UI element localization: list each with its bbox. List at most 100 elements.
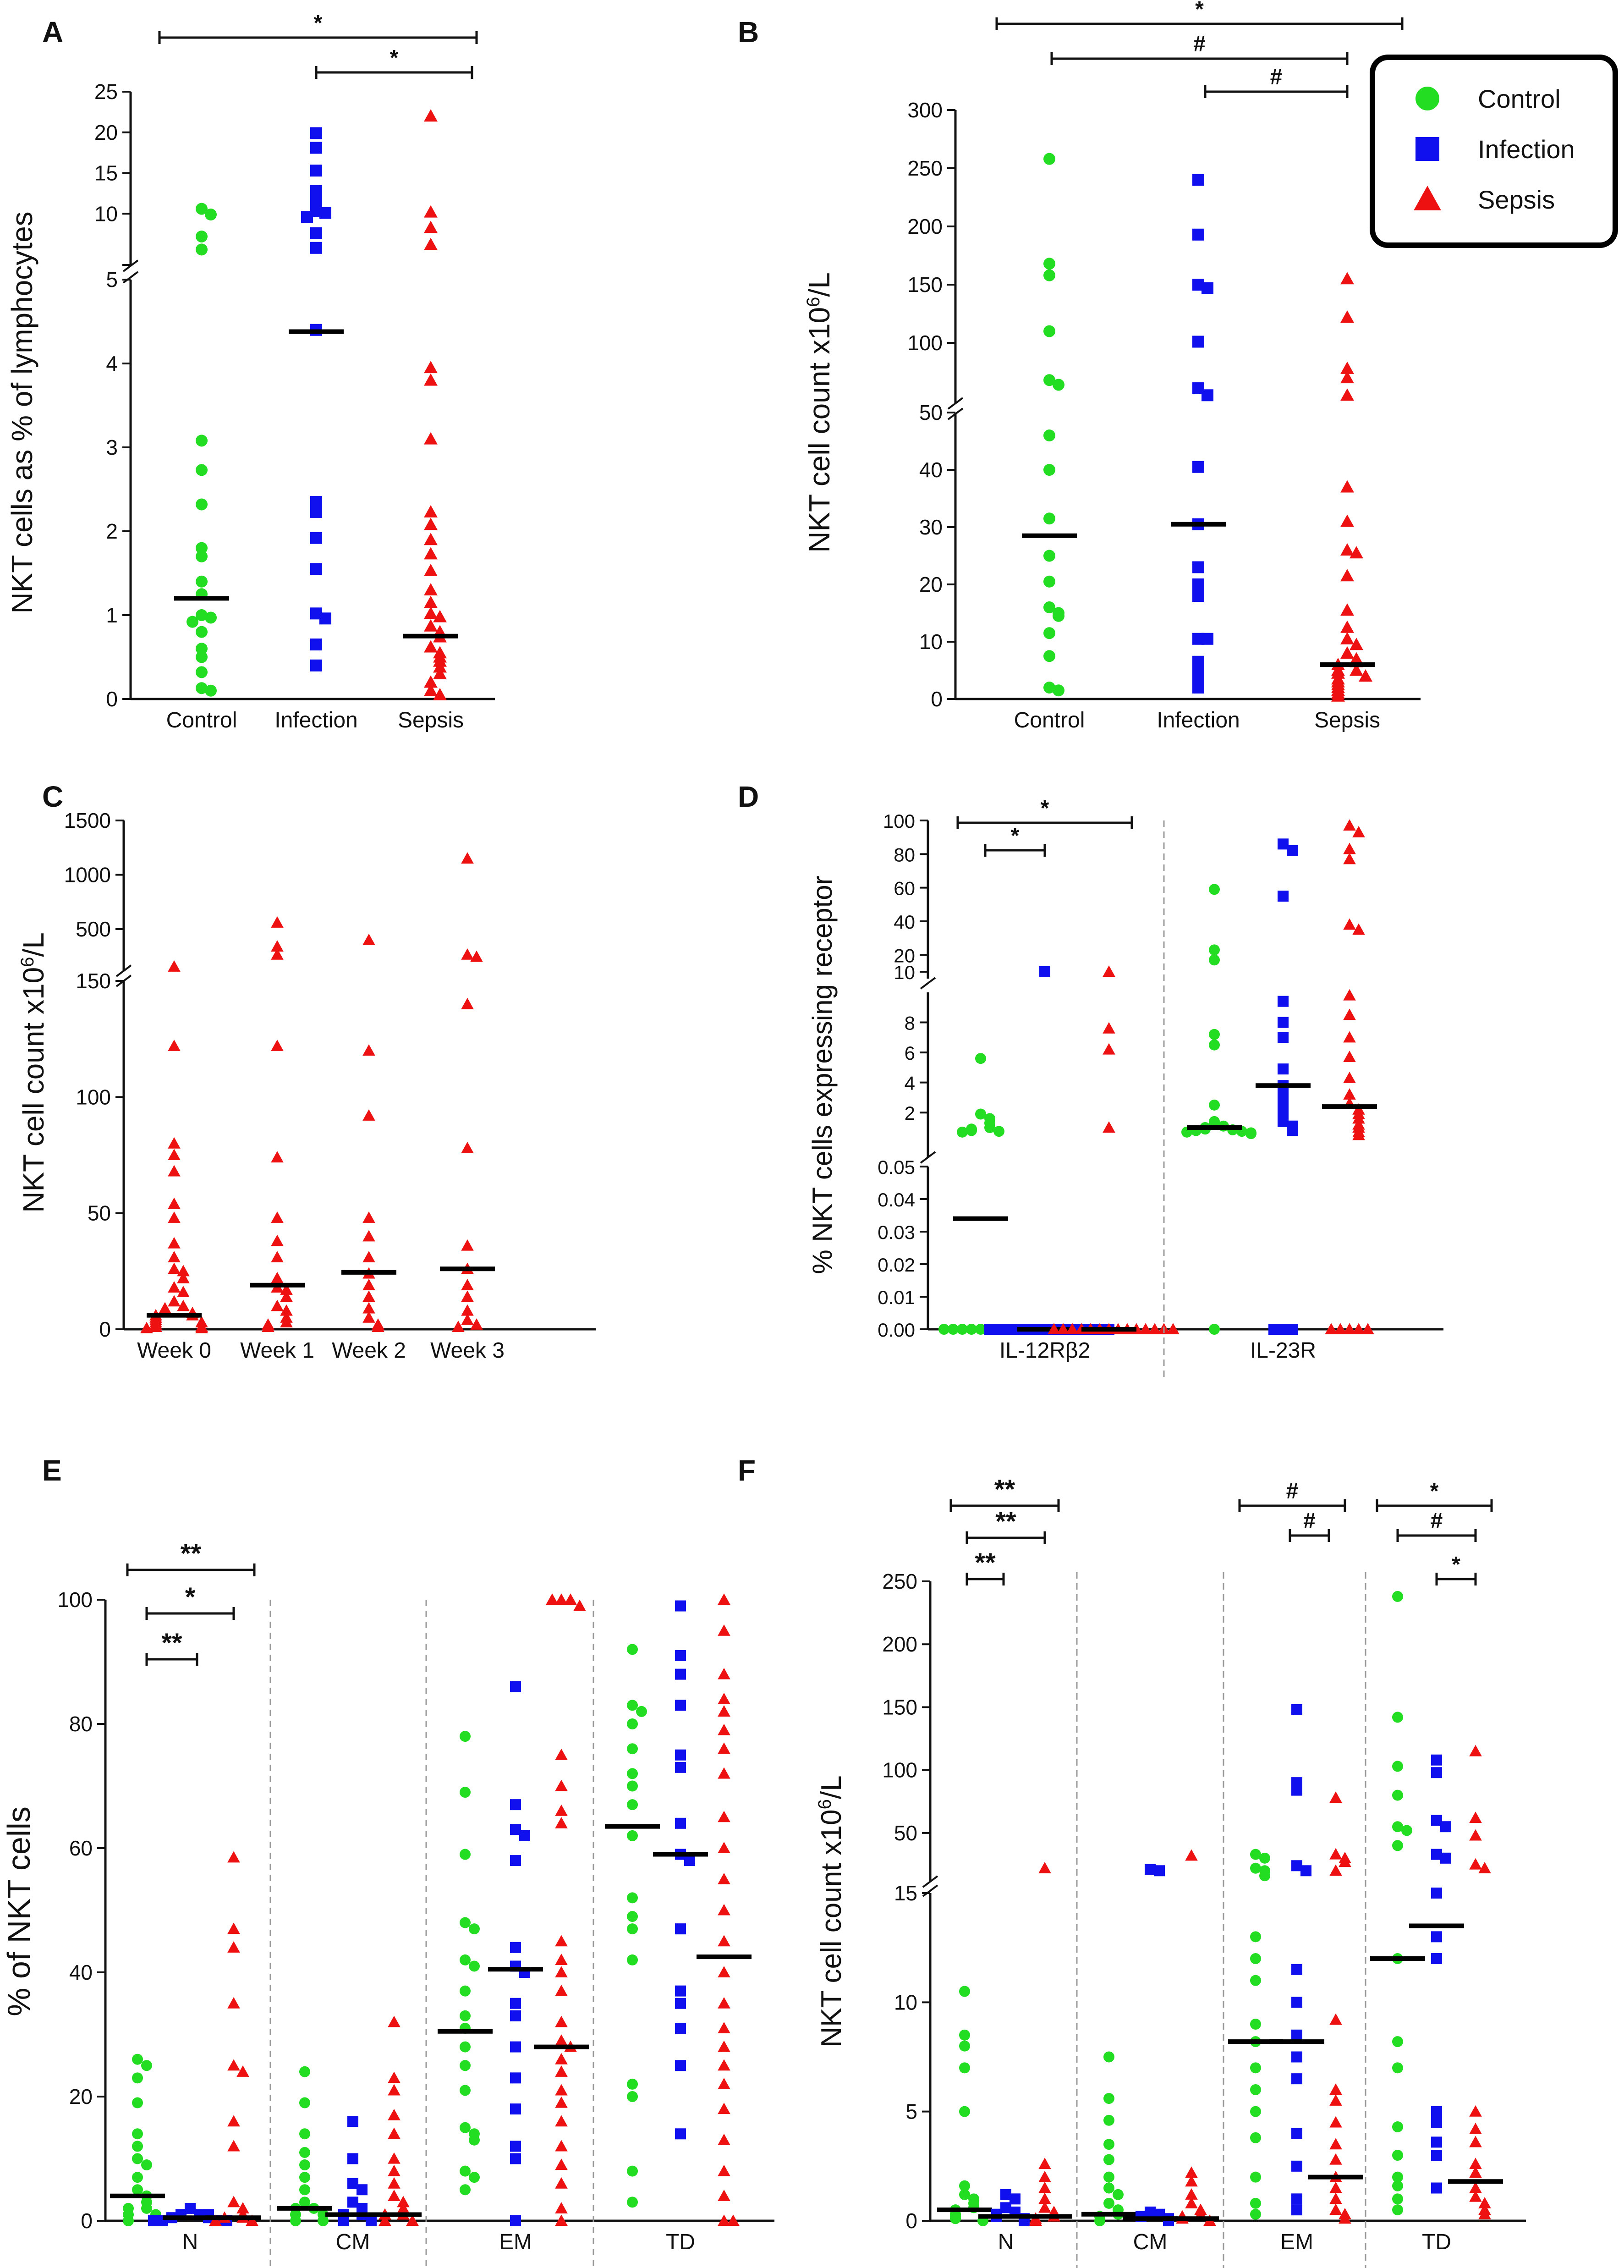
data-point	[159, 1304, 171, 1316]
data-point	[1202, 282, 1213, 294]
data-point	[1392, 1591, 1403, 1602]
data-point	[1291, 1997, 1302, 2008]
data-point	[1469, 2158, 1482, 2169]
data-point	[132, 2072, 143, 2084]
data-point	[196, 682, 208, 694]
panel-letter-d: D	[738, 780, 759, 813]
data-point	[627, 1780, 638, 1792]
data-point	[461, 948, 474, 960]
x-tick-label: Control	[1014, 708, 1085, 732]
y-tick-label: 1	[106, 603, 118, 627]
data-point	[1431, 2150, 1442, 2161]
data-point	[555, 2084, 568, 2096]
x-tick-label: Control	[166, 708, 237, 732]
data-point	[461, 852, 474, 864]
y-tick-label: 0	[99, 1317, 111, 1341]
significance-label: **	[181, 1539, 202, 1569]
data-point	[1340, 310, 1354, 323]
panel-letter-f: F	[738, 1454, 756, 1487]
data-point	[948, 1324, 959, 1335]
data-point	[299, 2097, 310, 2108]
data-point	[1392, 2036, 1403, 2048]
data-point	[1038, 2192, 1051, 2204]
data-point	[1440, 1852, 1451, 1864]
significance-label: **	[975, 1548, 996, 1578]
data-point	[555, 2053, 568, 2064]
data-point	[1043, 325, 1055, 337]
data-point	[564, 1593, 577, 1605]
data-point	[1329, 2192, 1342, 2204]
data-point	[196, 464, 208, 476]
data-point	[627, 1644, 638, 1655]
data-point	[555, 1804, 568, 1816]
data-point	[718, 1668, 730, 1679]
data-point	[718, 1693, 730, 1704]
data-point	[424, 505, 438, 517]
data-point	[299, 2147, 310, 2158]
data-point	[959, 1986, 970, 1997]
data-point	[675, 1762, 686, 1773]
data-point	[1478, 2207, 1491, 2219]
data-point	[236, 2202, 249, 2213]
axis-break-mark	[920, 1151, 936, 1164]
data-point	[1209, 944, 1220, 956]
data-point	[424, 373, 438, 386]
data-point	[319, 207, 331, 219]
data-point	[1103, 2051, 1114, 2063]
data-point	[627, 1718, 638, 1729]
y-tick-label: 10	[894, 962, 915, 983]
data-point	[675, 1668, 686, 1680]
panel-b: 0 10 20 30 40 50 100 150 200 250 300 NKT cell count…	[803, 0, 1421, 732]
data-point	[675, 1817, 686, 1829]
data-point	[1431, 2182, 1442, 2194]
data-point	[280, 1304, 293, 1316]
data-point	[1192, 578, 1204, 590]
data-point	[1361, 1323, 1374, 1335]
data-point	[1350, 638, 1363, 650]
y-tick-label: 100	[57, 1588, 93, 1612]
data-point	[627, 1892, 638, 1904]
data-point	[718, 2078, 730, 2089]
data-point	[966, 1324, 977, 1335]
data-point	[362, 1311, 375, 1323]
data-point	[290, 2215, 301, 2226]
data-point	[299, 2172, 310, 2183]
data-point	[123, 2215, 134, 2226]
data-point	[546, 1593, 559, 1605]
y-tick-label: 3	[106, 435, 118, 459]
data-point	[718, 2022, 730, 2033]
data-point	[132, 2053, 143, 2065]
data-point	[675, 1600, 686, 1612]
data-point	[1043, 429, 1055, 441]
data-point	[246, 2214, 258, 2226]
data-point	[168, 1281, 181, 1293]
data-point	[1113, 2189, 1124, 2200]
data-point	[627, 2078, 638, 2090]
data-point	[1359, 669, 1372, 682]
data-point	[1352, 1128, 1365, 1140]
y-tick-label: 150	[882, 1695, 917, 1719]
data-point	[959, 2062, 970, 2074]
data-point	[1192, 174, 1204, 186]
data-point	[1431, 1931, 1442, 1943]
data-point	[271, 916, 284, 928]
data-point	[262, 1321, 274, 1332]
data-point	[959, 2029, 970, 2041]
data-point	[1340, 646, 1354, 659]
data-point	[196, 609, 208, 621]
data-point	[168, 1040, 181, 1051]
data-point	[362, 1290, 375, 1302]
data-point	[1103, 965, 1115, 977]
significance-label: **	[995, 1507, 1016, 1536]
data-point	[424, 547, 438, 560]
data-point	[627, 1911, 638, 1922]
data-point	[1192, 461, 1204, 473]
data-point	[141, 2060, 152, 2071]
legend-marker-infection	[1416, 137, 1439, 161]
y-tick-label: 60	[69, 1836, 93, 1860]
data-point	[227, 2115, 240, 2127]
data-point	[950, 2213, 961, 2224]
data-point	[1401, 1825, 1412, 1836]
data-point	[388, 2015, 401, 2027]
data-point	[362, 933, 375, 945]
